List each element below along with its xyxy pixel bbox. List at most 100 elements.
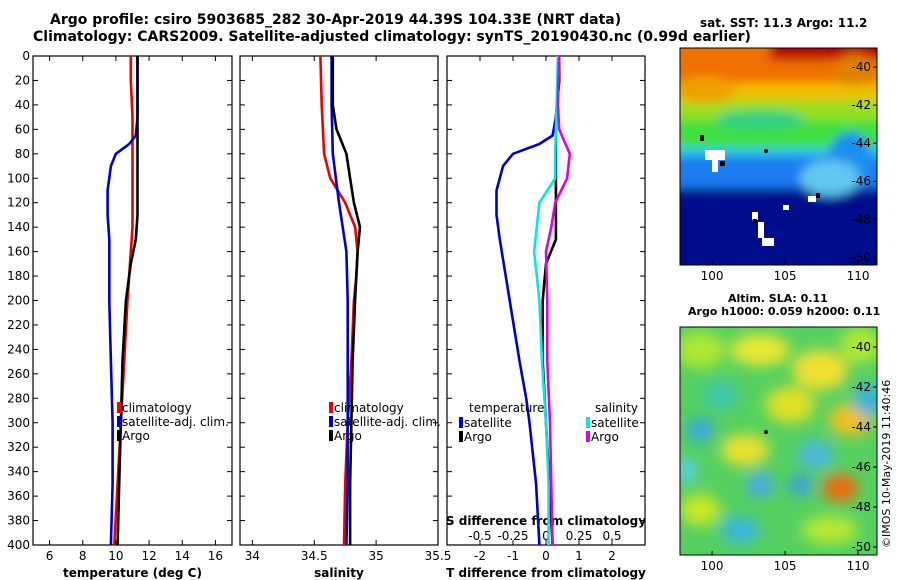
temperature-legend-2-swatch xyxy=(117,430,121,441)
sst-map-lat-label: -42 xyxy=(851,98,871,112)
sdiff-satellite-line xyxy=(532,55,560,545)
sdiff-x-tick-label: 0.25 xyxy=(566,529,593,543)
y-tick-label: 380 xyxy=(7,514,30,528)
temperature-x-tick-label: 12 xyxy=(141,549,156,563)
sdiff-legend-1-swatch xyxy=(586,431,590,442)
y-tick-label: 100 xyxy=(7,171,30,185)
salinity-legend-1-label: satellite-adj. clim. xyxy=(334,415,441,429)
tdiff-legend-0-swatch xyxy=(459,417,463,428)
salinity-climatology-line xyxy=(319,55,359,546)
sla-map-lat-label: -50 xyxy=(851,540,871,554)
temperature-x-tick-label: 14 xyxy=(175,549,190,563)
sla-map-lat-label: -44 xyxy=(851,420,871,434)
y-tick-label: 180 xyxy=(7,269,30,283)
y-tick-label: 60 xyxy=(15,122,30,136)
salinity-legend-0-label: climatology xyxy=(334,401,404,415)
y-tick-label: 20 xyxy=(15,73,30,87)
sla-map xyxy=(679,326,878,556)
sla-map-lat-label: -42 xyxy=(851,380,871,394)
tdiff-legend-1-swatch xyxy=(459,431,463,442)
temperature-legend-1-swatch xyxy=(117,416,121,427)
temperature-argo-line xyxy=(116,56,139,546)
sst-map-lat-label: -50 xyxy=(851,250,871,264)
temperature-legend-0-swatch xyxy=(117,402,121,413)
sla-map-lon-label: 105 xyxy=(774,559,797,573)
y-tick-label: 80 xyxy=(15,147,30,161)
salinity-x-tick-label: 35.5 xyxy=(425,549,452,563)
y-tick-label: 360 xyxy=(7,489,30,503)
sst-map-lon-label: 105 xyxy=(774,269,797,283)
salinity-x-label: salinity xyxy=(314,566,364,580)
y-tick-label: 0 xyxy=(22,49,30,63)
y-tick-label: 400 xyxy=(7,538,30,552)
sla-map-lat-label: -40 xyxy=(851,340,871,354)
salinity-panel: 34 34.5 35 35.5 salinity climatologysatellite… xyxy=(239,55,452,580)
sdiff-x-tick-label: 0 xyxy=(542,529,550,543)
y-tick-label: 200 xyxy=(7,294,30,308)
salinity-satellite-line xyxy=(330,56,349,546)
sla-map-lon-label: 100 xyxy=(701,559,724,573)
salinity-legend-2-swatch xyxy=(329,430,333,441)
temperature-x-tick-label: 8 xyxy=(79,549,87,563)
y-tick-label: 40 xyxy=(15,98,30,112)
y-tick-label: 280 xyxy=(7,391,30,405)
tdiff-legend-1-label: Argo xyxy=(464,430,492,444)
temperature-legend-0-label: climatology xyxy=(122,401,192,415)
figure-title-line2: Climatology: CARS2009. Satellite-adjuste… xyxy=(33,29,751,45)
tdiff-satellite-line xyxy=(495,56,561,546)
sdiff-x-tick-label: -0.5 xyxy=(468,529,491,543)
sdiff-argo-line xyxy=(544,55,572,546)
sdiff-legend-title: salinity xyxy=(595,401,638,415)
sla-map-title-line2: Argo h1000: 0.059 h2000: 0.11 xyxy=(688,305,881,318)
difference-panel: -2 -1 0 1 2 -0.5 -0.25 0 0.25 0.5 T difference fro… xyxy=(446,55,646,580)
y-tick-label: 160 xyxy=(7,245,30,259)
y-tick-label: 240 xyxy=(7,342,30,356)
y-tick-label: 140 xyxy=(7,220,30,234)
temperature-climatology-line xyxy=(113,56,134,546)
sst-map-lat-label: -44 xyxy=(851,136,871,150)
y-tick-label: 320 xyxy=(7,440,30,454)
sst-map-lon-label: 100 xyxy=(701,269,724,283)
salinity-x-tick-label: 34 xyxy=(245,549,260,563)
sdiff-legend-0-swatch xyxy=(586,417,590,428)
temperature-legend-2-label: Argo xyxy=(122,429,150,443)
temperature-x-tick-label: 16 xyxy=(208,549,223,563)
sst-argo-marker xyxy=(764,149,768,153)
sla-argo-marker xyxy=(764,430,768,434)
temperature-x-tick-label: 10 xyxy=(108,549,123,563)
sla-map-lat-label: -48 xyxy=(851,500,871,514)
sla-map-lon-label: 110 xyxy=(847,559,870,573)
tdiff-x-label: T difference from climatology xyxy=(446,566,646,580)
salinity-legend-2-label: Argo xyxy=(334,429,362,443)
sdiff-legend-0-label: satellite xyxy=(591,416,639,430)
salinity-x-tick-label: 34.5 xyxy=(301,549,328,563)
sst-map-lat-label: -46 xyxy=(851,174,871,188)
sst-map xyxy=(679,47,878,266)
sst-map-lat-label: -48 xyxy=(851,212,871,226)
salinity-legend-1-swatch xyxy=(329,416,333,427)
sdiff-legend-1-label: Argo xyxy=(591,430,619,444)
temperature-x-label: temperature (deg C) xyxy=(63,566,202,580)
tdiff-x-tick-label: 1 xyxy=(575,549,583,563)
tdiff-x-tick-label: -2 xyxy=(474,549,486,563)
y-tick-label: 220 xyxy=(7,318,30,332)
tdiff-x-tick-label: 0 xyxy=(542,549,550,563)
salinity-argo-line xyxy=(331,56,362,545)
plot-frame-2 xyxy=(239,55,439,546)
salinity-x-tick-label: 35 xyxy=(368,549,383,563)
sdiff-x-tick-label: 0.5 xyxy=(602,529,621,543)
tdiff-legend-0-label: satellite xyxy=(464,416,512,430)
figure-title-line1: Argo profile: csiro 5903685_282 30-Apr-2… xyxy=(50,12,622,28)
tdiff-x-tick-label: 2 xyxy=(608,549,616,563)
temperature-legend-1-label: satellite-adj. clim. xyxy=(122,415,229,429)
temperature-x-tick-label: 6 xyxy=(46,549,54,563)
sla-map-lat-label: -46 xyxy=(851,460,871,474)
sdiff-x-tick-label: -0.25 xyxy=(497,529,528,543)
sst-map-lon-label: 110 xyxy=(847,269,870,283)
tdiff-legend-title: temperature xyxy=(469,401,544,415)
tdiff-x-tick-label: -1 xyxy=(507,549,519,563)
salinity-legend-0-swatch xyxy=(329,402,333,413)
sst-map-lat-label: -40 xyxy=(851,60,871,74)
sdiff-x-label: S difference from climatology xyxy=(446,514,646,528)
